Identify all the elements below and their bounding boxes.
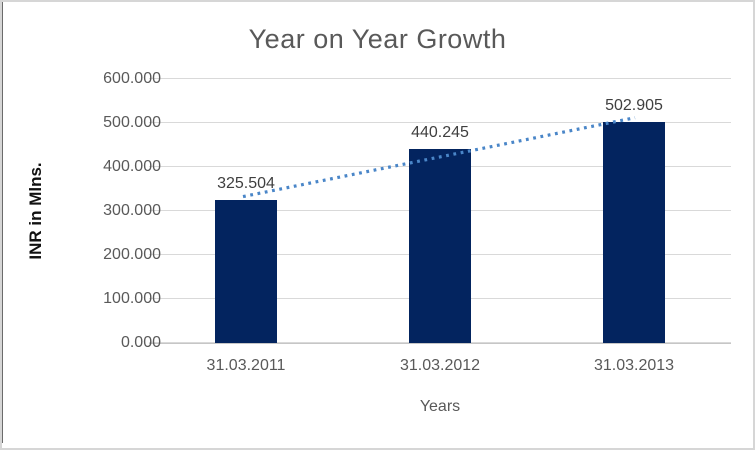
y-tick-600.000: 600.000 <box>103 70 161 87</box>
x-tick-31.03.2012: 31.03.2012 <box>399 357 481 374</box>
data-label-31.03.2011: 325.504 <box>217 174 275 192</box>
plot-area: 325.504 440.245 502.905 <box>149 78 731 344</box>
x-axis-line <box>149 343 731 344</box>
y-tick-400.000: 400.000 <box>103 158 161 175</box>
x-axis-title: Years <box>419 398 461 415</box>
data-label-31.03.2013: 502.905 <box>605 96 663 114</box>
left-border-line <box>2 2 3 443</box>
bar-31.03.2013 <box>603 121 665 343</box>
x-tick-31.03.2013: 31.03.2013 <box>593 357 675 374</box>
y-tick-0.000: 0.000 <box>120 334 161 351</box>
y-tick-300.000: 300.000 <box>103 202 161 219</box>
chart-title: Year on Year Growth <box>248 24 507 54</box>
y-axis-title: INR in Mlns. <box>26 162 45 260</box>
data-label-31.03.2012: 440.245 <box>411 124 469 142</box>
y-tick-100.000: 100.000 <box>103 290 161 307</box>
y-tick-200.000: 200.000 <box>103 246 161 263</box>
y-tick-500.000: 500.000 <box>103 114 161 131</box>
gridline-600 <box>149 78 731 79</box>
x-tick-31.03.2011: 31.03.2011 <box>206 357 286 374</box>
trendline <box>242 116 636 199</box>
bar-31.03.2011 <box>215 199 277 343</box>
bar-31.03.2012 <box>409 149 471 343</box>
gridline-500 <box>149 122 731 123</box>
